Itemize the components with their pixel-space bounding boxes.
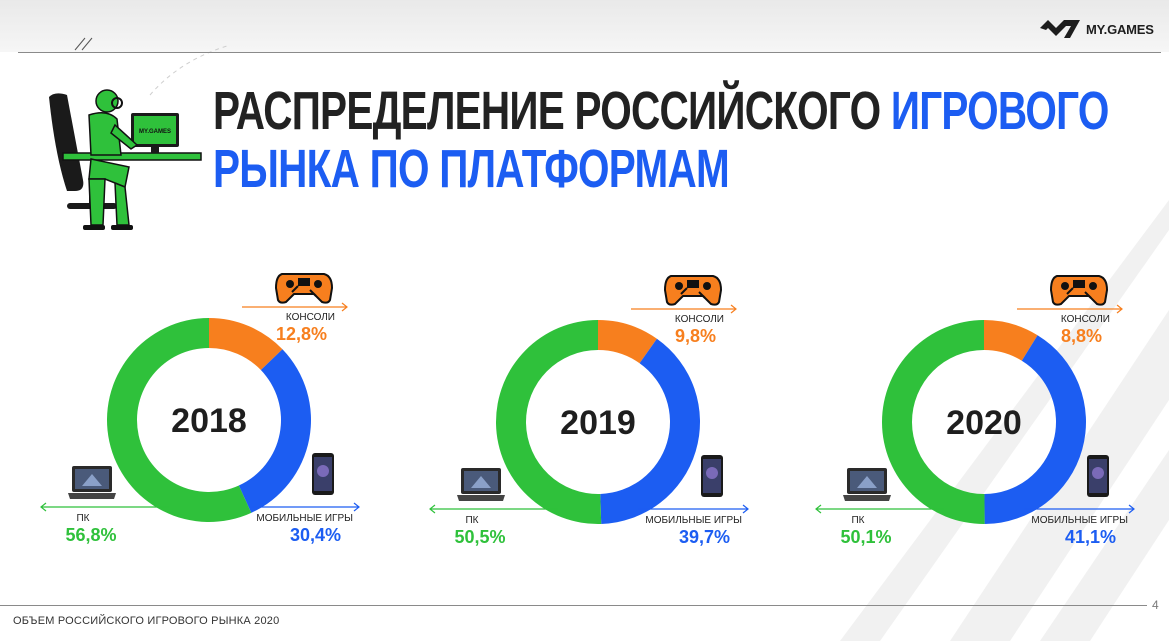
consoles-value: 9,8% xyxy=(675,326,716,346)
smartphone-icon xyxy=(1087,455,1109,497)
mobile-arrow xyxy=(1024,504,1135,514)
pc-label: ПК xyxy=(851,515,864,526)
donut-slice xyxy=(984,319,1038,361)
consoles-value: 12,8% xyxy=(276,324,327,344)
mobile-arrow xyxy=(249,502,360,512)
pc-value: 50,1% xyxy=(840,527,891,547)
header-divider xyxy=(18,52,1161,53)
smartphone-icon xyxy=(312,453,334,495)
consoles-label: КОНСОЛИ xyxy=(286,312,335,323)
page-title: РАСПРЕДЕЛЕНИЕ РОССИЙСКОГО ИГРОВОГО РЫНКА… xyxy=(213,82,1109,198)
consoles-arrow xyxy=(1017,304,1123,314)
pc-value: 50,5% xyxy=(454,527,505,547)
gamepad-icon xyxy=(663,275,723,306)
mygames-logo: MY.GAMES xyxy=(1040,18,1154,40)
chair-back xyxy=(49,93,84,191)
desk xyxy=(62,152,202,161)
pc-arrow xyxy=(429,504,558,514)
laptop-icon xyxy=(457,468,505,501)
consoles-value: 8,8% xyxy=(1061,326,1102,346)
gamepad-icon xyxy=(274,273,334,304)
donut-slice xyxy=(598,320,657,364)
pc-label: ПК xyxy=(465,515,478,526)
chart-year-label: 2020 xyxy=(946,404,1022,442)
mobile-label: МОБИЛЬНЫЕ ИГРЫ xyxy=(645,515,742,526)
mobile-label: МОБИЛЬНЫЕ ИГРЫ xyxy=(256,513,353,524)
mobile-label: МОБИЛЬНЫЕ ИГРЫ xyxy=(1031,515,1128,526)
pc-arrow xyxy=(815,504,944,514)
page-number: 4 xyxy=(1152,598,1159,612)
footer-text: ОБЪЕМ РОССИЙСКОГО ИГРОВОГО РЫНКА 2020 xyxy=(13,615,280,627)
title-line-2: РЫНКА ПО ПЛАТФОРМАМ xyxy=(213,139,730,199)
donut-slice xyxy=(238,349,311,513)
pc-arrow xyxy=(40,502,169,512)
gamepad-icon xyxy=(1049,275,1109,306)
donut-slice xyxy=(984,335,1086,524)
gamer-illustration: MY.GAMES xyxy=(49,89,202,230)
chart-year-label: 2019 xyxy=(560,404,636,442)
donut-slice xyxy=(881,320,985,524)
consoles-label: КОНСОЛИ xyxy=(675,314,724,325)
logo-text: MY.GAMES xyxy=(1086,21,1154,37)
donut-slice xyxy=(600,338,700,524)
donut-slice xyxy=(209,318,283,371)
consoles-label: КОНСОЛИ xyxy=(1061,314,1110,325)
laptop-icon xyxy=(68,466,116,499)
donut-slice xyxy=(107,318,252,522)
footer-divider xyxy=(0,605,1147,606)
mobile-arrow xyxy=(638,504,749,514)
pc-label: ПК xyxy=(76,513,89,524)
chart-year-label: 2018 xyxy=(171,402,247,440)
person-torso xyxy=(88,112,122,156)
mobile-value: 41,1% xyxy=(1065,527,1116,547)
title-part-dark: РАСПРЕДЕЛЕНИЕ РОССИЙСКОГО xyxy=(213,81,881,141)
consoles-arrow xyxy=(242,302,348,312)
laptop-icon xyxy=(843,468,891,501)
mobile-value: 39,7% xyxy=(679,527,730,547)
smartphone-icon xyxy=(701,455,723,497)
donut-slice xyxy=(495,320,602,525)
mygames-logo-icon xyxy=(1040,20,1080,38)
mobile-value: 30,4% xyxy=(290,525,341,545)
monitor-label: MY.GAMES xyxy=(139,129,171,135)
consoles-arrow xyxy=(631,304,737,314)
pc-value: 56,8% xyxy=(65,525,116,545)
title-part-blue: ИГРОВОГО xyxy=(890,81,1109,141)
header-band xyxy=(0,0,1169,52)
